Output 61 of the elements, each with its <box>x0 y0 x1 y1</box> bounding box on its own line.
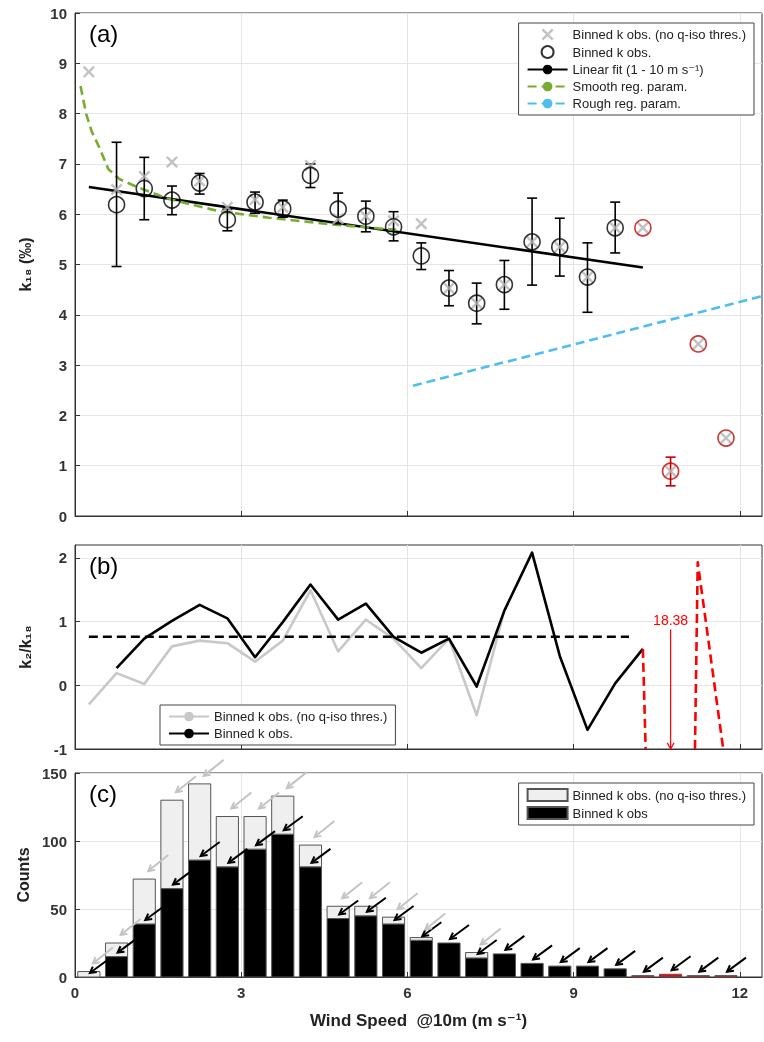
point <box>384 217 403 236</box>
x-tick-label: 6 <box>403 984 412 1001</box>
y-tick-label: -1 <box>53 740 67 758</box>
point <box>135 179 154 198</box>
y-tick-label: 1 <box>58 613 67 630</box>
legend-label: Smooth reg. param. <box>572 79 688 94</box>
y-tick-label: 8 <box>58 105 67 123</box>
annotation: (a) <box>89 19 119 47</box>
bar <box>437 942 461 978</box>
y-tick-label: 3 <box>58 356 67 374</box>
point <box>301 166 320 185</box>
annotation: (c) <box>89 779 117 807</box>
point <box>82 65 95 78</box>
y-tick-label: 7 <box>58 155 67 173</box>
x-tick-label: 3 <box>237 984 246 1001</box>
y-tick-label: 0 <box>58 968 67 986</box>
legend-label: Binned k obs. <box>214 726 293 741</box>
legend-label: Binned k obs <box>572 805 649 821</box>
x-axis-title: Wind Speed @10m (m s⁻¹) <box>309 1011 528 1030</box>
y-tick-label: 4 <box>58 306 68 324</box>
y-tick-label: 150 <box>41 764 67 782</box>
point <box>165 155 178 168</box>
x-tick-label: 9 <box>569 984 578 1001</box>
y-tick-label: 2 <box>58 549 67 567</box>
y-axis-title: k₂/k₁₈ <box>16 625 34 669</box>
y-tick-label: 5 <box>58 256 67 273</box>
point <box>329 200 347 218</box>
legend-label: Binned k obs. <box>572 44 652 60</box>
y-tick-label: 50 <box>50 900 67 918</box>
point <box>412 247 431 265</box>
legend-label: Linear fit (1 - 10 m s⁻¹) <box>572 62 704 77</box>
bar <box>548 965 572 978</box>
point <box>107 195 126 214</box>
y-tick-label: 10 <box>50 4 67 22</box>
y-tick-label: 2 <box>58 406 67 424</box>
bar <box>520 962 544 978</box>
y-tick-label: 9 <box>58 54 67 72</box>
bar <box>409 939 433 978</box>
legend-label: Rough reg. param. <box>572 96 681 111</box>
point <box>221 201 234 214</box>
annotation: (b) <box>89 551 119 579</box>
bar <box>575 965 600 978</box>
y-tick-label: 6 <box>58 205 67 223</box>
y-axis-title: k₁₈ (‰) <box>16 237 34 292</box>
legend-label: Binned k obs. (no q-iso thres.) <box>572 27 746 42</box>
bar <box>603 968 627 978</box>
bar <box>659 973 683 978</box>
bar <box>492 953 516 978</box>
annotation: 18.38 <box>653 611 689 628</box>
x-tick-label: 12 <box>731 984 749 1001</box>
y-tick-label: 100 <box>41 832 67 850</box>
line-series <box>79 84 398 232</box>
y-tick-label: 1 <box>58 457 67 475</box>
y-axis-title: Counts <box>14 847 32 903</box>
legend-label: Binned k obs. (no q-iso thres.) <box>572 787 746 803</box>
point <box>415 217 428 230</box>
y-tick-label: 0 <box>58 676 67 694</box>
point <box>163 191 181 209</box>
legend-label: Binned k obs. (no q-iso thres.) <box>214 709 388 724</box>
y-tick-label: 0 <box>58 507 67 525</box>
x-tick-label: 0 <box>70 984 80 1001</box>
